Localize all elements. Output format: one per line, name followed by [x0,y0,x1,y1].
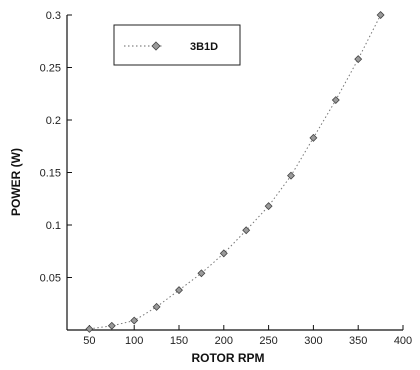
y-tick-label: 0.15 [40,168,61,180]
y-tick-label: 0.2 [46,115,61,127]
legend-box [113,24,241,66]
data-point [175,286,183,295]
data-point [130,316,139,325]
data-point [152,302,161,311]
data-point [354,55,363,64]
legend: 3B1D [113,24,241,66]
data-point [309,133,318,142]
x-tick-label: 100 [125,335,143,347]
data-point [85,324,94,333]
x-tick-label: 150 [170,335,188,347]
series-line [89,14,382,330]
x-tick-label: 50 [83,335,95,347]
data-point [219,249,228,258]
y-tick-label: 0.3 [46,10,61,22]
x-tick-label: 200 [215,335,233,347]
x-tick-label: 250 [259,335,277,347]
x-tick-label: 350 [349,335,367,347]
series-curve [89,14,382,330]
data-point [264,202,273,211]
legend-label: 3B1D [190,41,218,53]
y-tick-label: 0.05 [40,273,61,285]
legend-marker [151,41,161,51]
data-point [331,96,340,105]
data-points [85,11,385,333]
data-point [197,269,206,278]
y-axis-label: POWER (W) [9,148,23,216]
x-axis-label: ROTOR RPM [191,351,264,365]
x-tick-label: 300 [304,335,322,347]
y-tick-label: 0.25 [40,63,61,75]
data-point [376,11,385,19]
data-point [287,171,295,180]
data-point [107,321,116,330]
data-point [242,226,251,235]
y-tick-label: 0.1 [46,220,61,232]
ticks: 50 100 150 200 250 300 350 400 0.05 0.1 0.15 0.2 0.2… [40,10,413,347]
x-tick-label: 400 [394,335,412,347]
